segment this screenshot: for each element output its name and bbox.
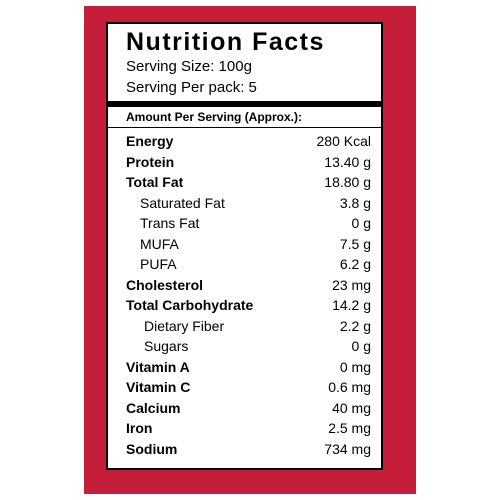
nutrient-row-calcium: Calcium 40 mg bbox=[108, 398, 381, 419]
nutrient-row-energy: Energy 280 Kcal bbox=[108, 131, 381, 152]
nutrient-name: Sodium bbox=[126, 440, 178, 457]
nutrient-name: Dietary Fiber bbox=[144, 317, 225, 334]
nutrient-value: 0 g bbox=[351, 338, 371, 354]
nutrient-name: MUFA bbox=[140, 235, 179, 252]
nutrient-row-cholesterol: Cholesterol 23 mg bbox=[108, 275, 381, 296]
nutrient-name: Total Fat bbox=[126, 174, 184, 190]
nutrient-value: 40 mg bbox=[332, 399, 371, 416]
nutrient-row-total-carbohydrate: Total Carbohydrate 14.2 g bbox=[108, 295, 381, 316]
nutrient-value: 14.2 g bbox=[332, 297, 371, 313]
nutrient-value: 7.5 g bbox=[339, 235, 371, 252]
nutrient-row-trans-fat: Trans Fat 0 g bbox=[108, 213, 381, 234]
nutrient-row-dietary-fiber: Dietary Fiber 2.2 g bbox=[108, 316, 381, 337]
nutrient-name: Protein bbox=[126, 153, 175, 170]
nutrient-name: Cholesterol bbox=[126, 276, 204, 293]
nutrient-list: Energy 280 Kcal Protein 13.40 g Total Fa… bbox=[108, 131, 381, 459]
nutrient-row-vitamin-c: Vitamin C 0.6 mg bbox=[108, 377, 381, 398]
nutrient-value: 734 mg bbox=[324, 440, 371, 457]
nutrient-name: Calcium bbox=[126, 399, 181, 416]
nutrient-name: Saturated Fat bbox=[140, 194, 225, 211]
nutrient-value: 0.6 mg bbox=[328, 379, 371, 395]
nutrient-row-total-fat: Total Fat 18.80 g bbox=[108, 172, 381, 193]
thin-divider bbox=[108, 127, 381, 128]
amount-per-serving-header: Amount Per Serving (Approx.): bbox=[126, 110, 303, 124]
nutrient-row-iron: Iron 2.5 mg bbox=[108, 418, 381, 439]
nutrient-row-saturated-fat: Saturated Fat 3.8 g bbox=[108, 193, 381, 214]
nutrient-value: 13.40 g bbox=[324, 153, 371, 170]
nutrient-name: Vitamin C bbox=[126, 379, 191, 395]
nutrient-row-mufa: MUFA 7.5 g bbox=[108, 234, 381, 255]
thick-divider bbox=[108, 101, 381, 107]
serving-size: Serving Size: 100g bbox=[126, 58, 252, 75]
nutrient-name: Sugars bbox=[144, 338, 189, 354]
nutrient-value: 0 g bbox=[351, 215, 371, 231]
serving-per-pack: Serving Per pack: 5 bbox=[126, 79, 257, 96]
nutrient-row-vitamin-a: Vitamin A 0 mg bbox=[108, 357, 381, 378]
nutrient-value: 2.5 mg bbox=[328, 420, 371, 436]
nutrient-name: Iron bbox=[126, 420, 153, 436]
nutrient-value: 3.8 g bbox=[339, 194, 371, 211]
nutrient-row-sugars: Sugars 0 g bbox=[108, 336, 381, 357]
nutrient-name: PUFA bbox=[140, 256, 177, 272]
nutrient-value: 2.2 g bbox=[339, 317, 371, 334]
nutrient-value: 6.2 g bbox=[339, 256, 371, 272]
nutrient-value: 280 Kcal bbox=[316, 133, 371, 149]
nutrient-value: 18.80 g bbox=[324, 174, 371, 190]
nutrient-row-pufa: PUFA 6.2 g bbox=[108, 254, 381, 275]
nutrition-facts-panel: Nutrition Facts Serving Size: 100g Servi… bbox=[106, 22, 383, 470]
nutrient-name: Trans Fat bbox=[140, 215, 200, 231]
nutrient-row-sodium: Sodium 734 mg bbox=[108, 439, 381, 460]
nutrient-value: 0 mg bbox=[339, 358, 371, 375]
nutrient-value: 23 mg bbox=[332, 276, 371, 293]
nutrient-name: Energy bbox=[126, 133, 174, 149]
nutrition-facts-title: Nutrition Facts bbox=[126, 28, 325, 56]
nutrient-name: Vitamin A bbox=[126, 358, 190, 375]
nutrient-row-protein: Protein 13.40 g bbox=[108, 152, 381, 173]
nutrient-name: Total Carbohydrate bbox=[126, 297, 254, 313]
